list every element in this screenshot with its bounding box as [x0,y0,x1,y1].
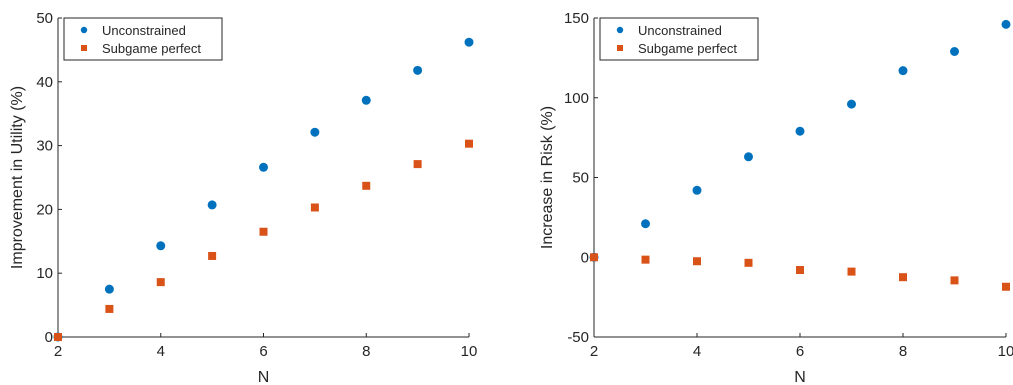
x-tick-label: 2 [590,343,598,360]
y-tick-label: 10 [36,265,53,282]
data-point-unconstrained [847,99,856,109]
legend: Unconstrained Subgame perfect [63,17,223,61]
legend-marker-subgame-perfect [617,45,623,51]
x-axis-label: N [794,369,806,385]
data-point-unconstrained [207,200,217,210]
x-tick-label: 6 [259,343,267,360]
data-point-unconstrained [464,37,474,47]
x-tick-label: 10 [461,343,478,360]
data-point-subgame-perfect [796,266,804,275]
y-tick-label: -50 [567,329,589,346]
data-point-subgame-perfect [693,257,701,266]
data-point-unconstrained [259,162,268,172]
data-point-unconstrained [898,66,908,76]
x-tick-label: 6 [796,343,804,360]
legend: Unconstrained Subgame perfect [599,17,759,61]
chart-panel-1: 2 4 6 8 10 0 10 20 30 40 50 N Improvement in Utility… [9,10,477,385]
x-tick-label: 4 [157,343,165,360]
y-axis-label: Improvement in Utility (%) [9,86,26,269]
data-point-subgame-perfect [310,203,319,212]
x-tick-label: 2 [54,343,62,360]
data-point-subgame-perfect [744,258,753,267]
x-axis-label: N [258,369,270,385]
legend-label-subgame-perfect: Subgame perfect [638,41,737,56]
data-point-subgame-perfect [54,333,62,341]
data-point-subgame-perfect [1002,282,1010,291]
legend-marker-unconstrained [616,26,624,34]
data-point-unconstrained [104,284,114,294]
data-point-unconstrained [950,46,959,56]
y-tick-label: 40 [36,74,53,91]
data-point-subgame-perfect [259,227,268,236]
data-point-unconstrained [795,126,805,136]
data-point-unconstrained [641,219,650,229]
legend-label-subgame-perfect: Subgame perfect [102,41,201,56]
chart-panel-2: 2 4 6 8 10 -50 0 50 100 150 N Increase in Risk (%) U… [539,10,1013,385]
y-tick-label: 0 [581,249,589,266]
data-point-subgame-perfect [641,255,650,264]
data-point-subgame-perfect [899,273,907,282]
data-point-unconstrained [361,95,371,105]
data-point-subgame-perfect [590,253,598,262]
y-tick-label: 50 [572,170,589,187]
legend-box [599,17,759,61]
legend-label-unconstrained: Unconstrained [102,23,186,38]
y-tick-label: 100 [564,90,589,107]
legend-box [63,17,223,61]
x-tick-label: 8 [362,343,370,360]
data-point-unconstrained [692,185,702,195]
data-point-unconstrained [310,127,320,137]
data-point-unconstrained [744,152,753,162]
legend-marker-unconstrained [80,26,88,34]
y-tick-label: 150 [564,10,589,27]
data-point-unconstrained [1001,19,1011,29]
y-tick-label: 20 [36,201,53,218]
data-point-subgame-perfect [156,278,165,287]
y-tick-label: 50 [36,10,53,27]
data-point-subgame-perfect [362,181,371,190]
legend-marker-subgame-perfect [81,45,87,51]
y-tick-label: 30 [36,138,53,155]
x-tick-label: 4 [693,343,701,360]
data-point-subgame-perfect [105,304,114,313]
data-point-subgame-perfect [413,160,422,169]
data-point-subgame-perfect [465,139,473,148]
data-point-unconstrained [156,241,166,251]
data-point-unconstrained [413,65,423,75]
x-tick-label: 10 [998,343,1013,360]
data-point-subgame-perfect [950,276,959,285]
data-point-subgame-perfect [847,267,856,276]
y-tick-label: 0 [45,329,53,346]
legend-label-unconstrained: Unconstrained [638,23,722,38]
x-tick-label: 8 [899,343,907,360]
y-axis-label: Increase in Risk (%) [539,106,556,249]
data-point-subgame-perfect [208,251,217,260]
